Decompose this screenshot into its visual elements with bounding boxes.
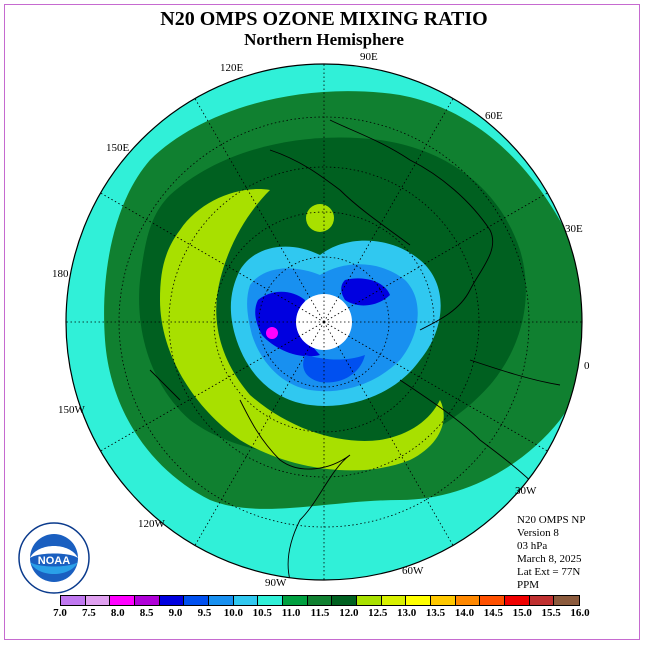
lon-label-120e: 120E (220, 62, 244, 74)
meridian-line (194, 321, 325, 546)
colorbar-tick-label: 9.5 (197, 607, 212, 619)
colorbar-tick-label: 16.0 (570, 607, 590, 619)
colorbar-tick-label: 10.5 (252, 607, 272, 619)
meridian-line (323, 98, 454, 323)
meridian-line (100, 321, 325, 452)
plot-frame (4, 4, 640, 640)
colorbar-swatch (85, 596, 111, 605)
colorbar-swatch (233, 596, 259, 605)
colorbar-swatch (332, 596, 358, 605)
lon-label-0: 0 (584, 360, 590, 372)
map-subtitle: Northern Hemisphere (244, 30, 404, 49)
colorbar-swatch (357, 596, 382, 605)
colorbar-tick-label: 13.0 (397, 607, 417, 619)
colorbar-tick-label: 15.5 (541, 607, 561, 619)
info-block: N20 OMPS NP Version 8 03 hPa March 8, 20… (517, 514, 585, 592)
noaa-logo: NOAA (18, 522, 90, 594)
logo-label: NOAA (38, 555, 70, 567)
colorbar-swatch (209, 596, 234, 605)
ozone-band-lime (160, 189, 444, 471)
colorbar-swatch (480, 596, 506, 605)
vortex-blue-south (303, 355, 365, 383)
colorbar-swatch (529, 596, 555, 605)
lon-label-150e: 150E (106, 142, 130, 154)
colorbar-ticks: 7.0 7.5 8.0 8.5 9.0 9.5 10.0 10.5 11.0 11.5 12.0 12… (53, 607, 590, 621)
meridian-line (194, 98, 325, 323)
info-version: Version 8 (517, 527, 559, 539)
colorbar-swatch (135, 596, 160, 605)
colorbar-swatch (110, 596, 136, 605)
meridian-line (323, 192, 548, 323)
colorbar-tick-label: 8.5 (139, 607, 154, 619)
lon-label-30e: 30E (565, 223, 583, 235)
lon-label-90w: 90W (265, 577, 287, 589)
colorbar-swatch (406, 596, 432, 605)
info-units: PPM (517, 579, 540, 591)
ozone-patch-lime (306, 204, 334, 232)
colorbar-swatch (505, 596, 530, 605)
colorbar-swatch (381, 596, 407, 605)
map-title: N20 OMPS OZONE MIXING RATIO (160, 8, 488, 30)
colorbar-swatch (455, 596, 481, 605)
lon-label-60w: 60W (402, 565, 424, 577)
meridian-line (100, 192, 325, 323)
colorbar-tick-label: 12.5 (368, 607, 388, 619)
info-product: N20 OMPS NP (517, 514, 586, 526)
colorbar-swatch (554, 596, 580, 605)
colorbar-swatch (159, 596, 185, 605)
colorbar-tick-label: 8.0 (110, 607, 125, 619)
coastlines (149, 119, 561, 580)
colorbar-swatch (61, 596, 86, 605)
colorbar-tick-label: 9.0 (168, 607, 183, 619)
meridians (66, 64, 582, 580)
colorbar-tick-label: 15.0 (512, 607, 532, 619)
colorbar-swatch (258, 596, 284, 605)
ozone-minimum-peak (266, 327, 278, 339)
lon-label-60e: 60E (485, 110, 503, 122)
colorbar-swatch (184, 596, 210, 605)
colorbar-swatch (307, 596, 333, 605)
info-date: March 8, 2025 (517, 553, 582, 565)
lon-label-30w: 30W (515, 485, 537, 497)
lon-label-90e: 90E (360, 51, 378, 63)
lon-label-180: 180 (52, 268, 69, 280)
lon-label-120w: 120W (138, 518, 165, 530)
colorbar-tick-label: 11.0 (281, 607, 301, 619)
meridian-line (323, 321, 454, 546)
colorbar-tick-label: 10.0 (223, 607, 243, 619)
colorbar (60, 595, 580, 606)
colorbar-tick-label: 14.5 (483, 607, 503, 619)
map-border (65, 63, 583, 581)
colorbar-tick-label: 14.0 (454, 607, 475, 619)
colorbar-swatch (283, 596, 308, 605)
info-level: 03 hPa (517, 540, 548, 552)
colorbar-swatch (431, 596, 456, 605)
colorbar-tick-label: 11.5 (310, 607, 330, 619)
colorbar-tick-label: 7.5 (82, 607, 96, 619)
lon-label-150w: 150W (58, 404, 85, 416)
colorbar-tick-label: 13.5 (425, 607, 446, 619)
colorbar-tick-label: 12.0 (339, 607, 359, 619)
meridian-line (323, 321, 548, 452)
colorbar-tick-label: 7.0 (53, 607, 67, 619)
info-lat-ext: Lat Ext = 77N (517, 566, 581, 578)
